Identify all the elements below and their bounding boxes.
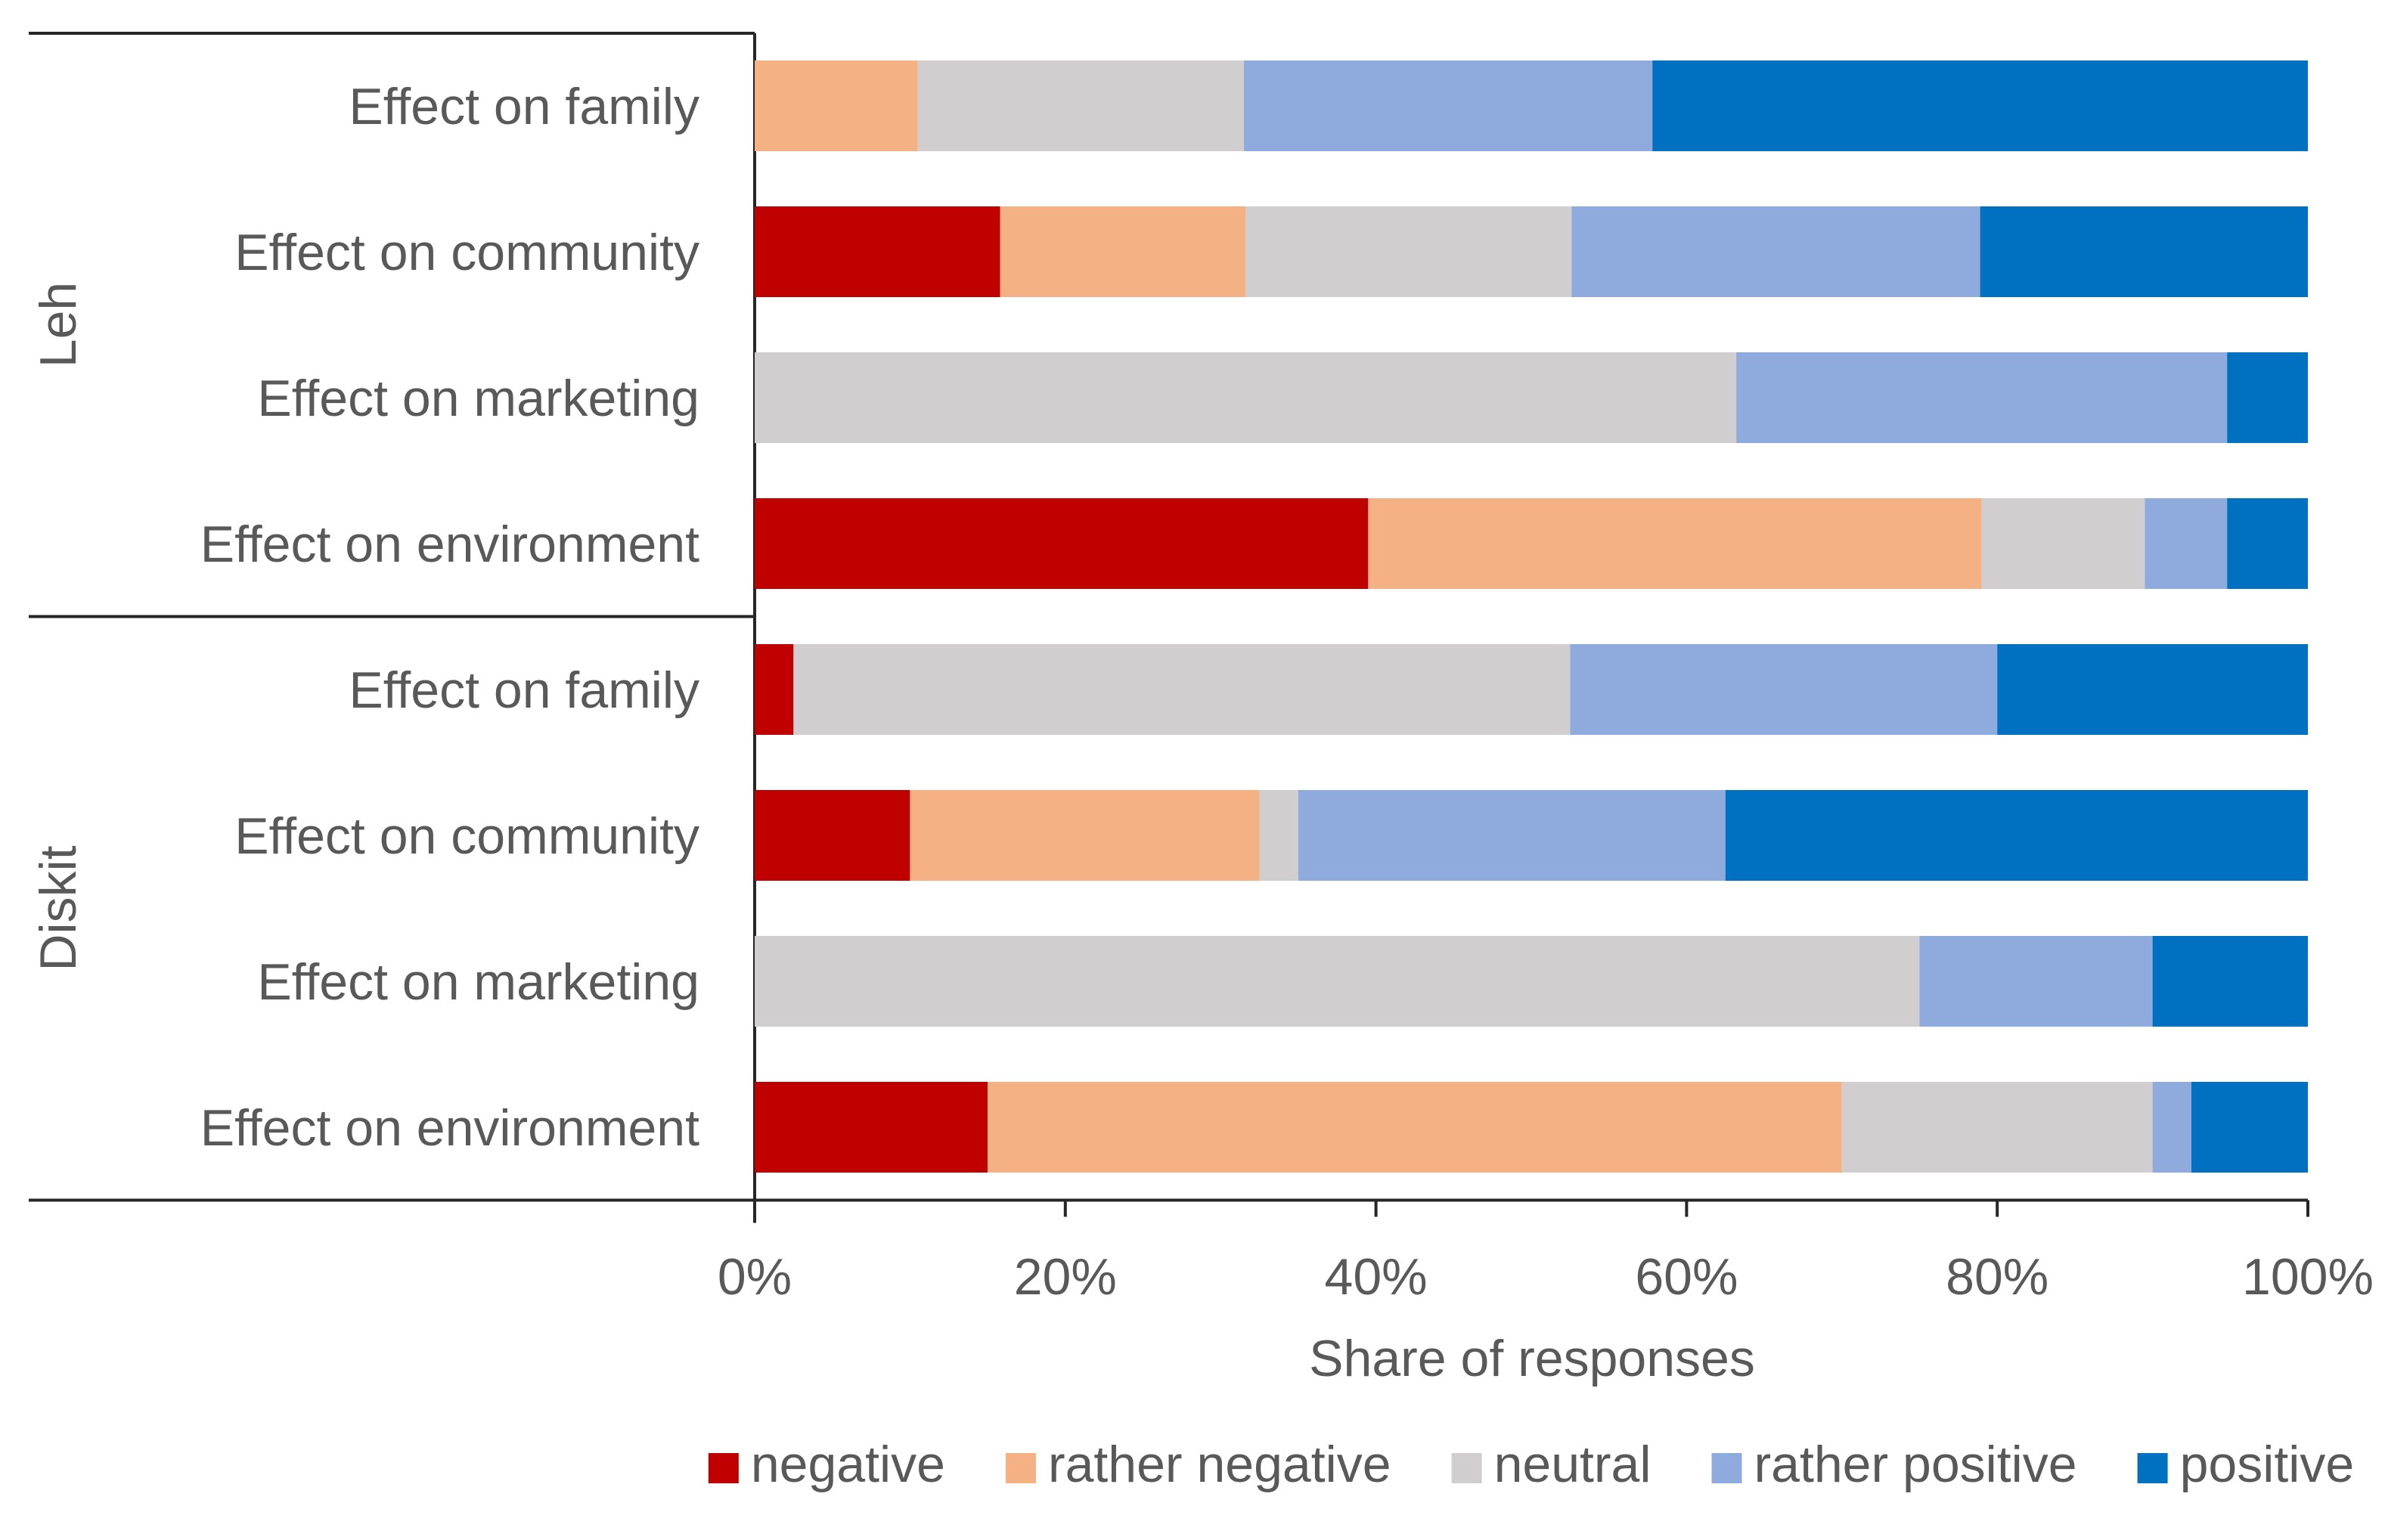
bar-segment-positive-row-1	[1980, 206, 2308, 297]
legend-item-rather-positive: rather positive	[1711, 1436, 2077, 1493]
bar-segment-neutral-row-1	[1245, 206, 1572, 297]
legend-label: rather negative	[1048, 1436, 1391, 1493]
legend-swatch	[1451, 1453, 1482, 1483]
category-label: Effect on environment	[200, 1099, 699, 1157]
group-labels: Leh Diskit	[29, 282, 87, 971]
legend-item-negative: negative	[708, 1436, 945, 1493]
legend-swatch	[2137, 1453, 2168, 1483]
bar-segment-rather-negative-row-7	[988, 1082, 1842, 1173]
bar-segment-negative-row-3	[755, 498, 1369, 589]
bar-segment-negative-row-4	[755, 644, 794, 735]
category-label: Effect on family	[349, 78, 699, 135]
bar-area	[755, 60, 2308, 1173]
category-label: Effect on community	[234, 224, 699, 281]
category-labels: Effect on family Effect on community Effec…	[200, 78, 699, 1157]
bar-segment-rather-positive-row-1	[1571, 206, 1980, 297]
bar-segment-rather-positive-row-3	[2145, 498, 2228, 589]
bar-segment-neutral-row-2	[755, 352, 1737, 443]
legend-label: neutral	[1494, 1436, 1652, 1493]
category-label: Effect on community	[234, 807, 699, 865]
x-tick-label: 20%	[1014, 1248, 1117, 1306]
category-label: Effect on marketing	[257, 953, 699, 1011]
legend-swatch	[708, 1453, 739, 1483]
legend-label: negative	[751, 1436, 945, 1493]
x-tick-label: 40%	[1325, 1248, 1428, 1306]
x-tick-label: 80%	[1946, 1248, 2048, 1306]
bar-segment-positive-row-7	[2191, 1082, 2308, 1173]
x-tick-label: 60%	[1635, 1248, 1738, 1306]
bar-segment-neutral-row-0	[917, 60, 1245, 151]
bar-segment-positive-row-0	[1652, 60, 2308, 151]
bar-segment-neutral-row-5	[1259, 790, 1298, 881]
bar-segment-neutral-row-6	[755, 936, 1920, 1027]
legend-swatch	[1711, 1453, 1742, 1483]
bar-segment-positive-row-2	[2227, 352, 2308, 443]
bar-segment-rather-positive-row-4	[1570, 644, 1998, 735]
bar-segment-neutral-row-4	[793, 644, 1571, 735]
group-label-leh: Leh	[29, 282, 87, 367]
x-axis: 0% 20% 40% 60% 80% 100%	[718, 1200, 2374, 1306]
x-axis-title: Share of responses	[1309, 1330, 1755, 1387]
legend-item-positive: positive	[2137, 1436, 2355, 1493]
legend-label: rather positive	[1754, 1436, 2076, 1493]
bar-segment-positive-row-3	[2227, 498, 2308, 589]
legend: negative rather negative neutral rather pos…	[708, 1436, 2355, 1493]
bar-segment-rather-negative-row-5	[910, 790, 1260, 881]
group-label-diskit: Diskit	[29, 845, 87, 971]
bar-segment-neutral-row-7	[1841, 1082, 2153, 1173]
bar-segment-rather-negative-row-0	[755, 60, 918, 151]
category-label: Effect on family	[349, 662, 699, 719]
legend-label: positive	[2180, 1436, 2355, 1493]
bar-segment-neutral-row-3	[1981, 498, 2145, 589]
bar-segment-rather-positive-row-2	[1736, 352, 2228, 443]
legend-item-rather-negative: rather negative	[1005, 1436, 1391, 1493]
bar-segment-positive-row-4	[1997, 644, 2308, 735]
x-tick-label: 100%	[2242, 1248, 2374, 1306]
bar-segment-negative-row-1	[755, 206, 1000, 297]
bar-segment-rather-negative-row-3	[1368, 498, 1982, 589]
category-label: Effect on environment	[200, 516, 699, 573]
bar-segment-negative-row-5	[755, 790, 910, 881]
bar-segment-rather-positive-row-0	[1244, 60, 1653, 151]
bar-segment-rather-negative-row-1	[1000, 206, 1246, 297]
bar-segment-rather-positive-row-7	[2152, 1082, 2191, 1173]
legend-item-neutral: neutral	[1451, 1436, 1652, 1493]
legend-swatch	[1005, 1453, 1036, 1483]
bar-segment-positive-row-6	[2152, 936, 2308, 1027]
bar-segment-rather-positive-row-6	[1919, 936, 2153, 1027]
category-label: Effect on marketing	[257, 370, 699, 427]
bar-segment-positive-row-5	[1725, 790, 2308, 881]
x-tick-label: 0%	[718, 1248, 792, 1306]
bar-segment-rather-positive-row-5	[1298, 790, 1726, 881]
bar-segment-negative-row-7	[755, 1082, 988, 1173]
